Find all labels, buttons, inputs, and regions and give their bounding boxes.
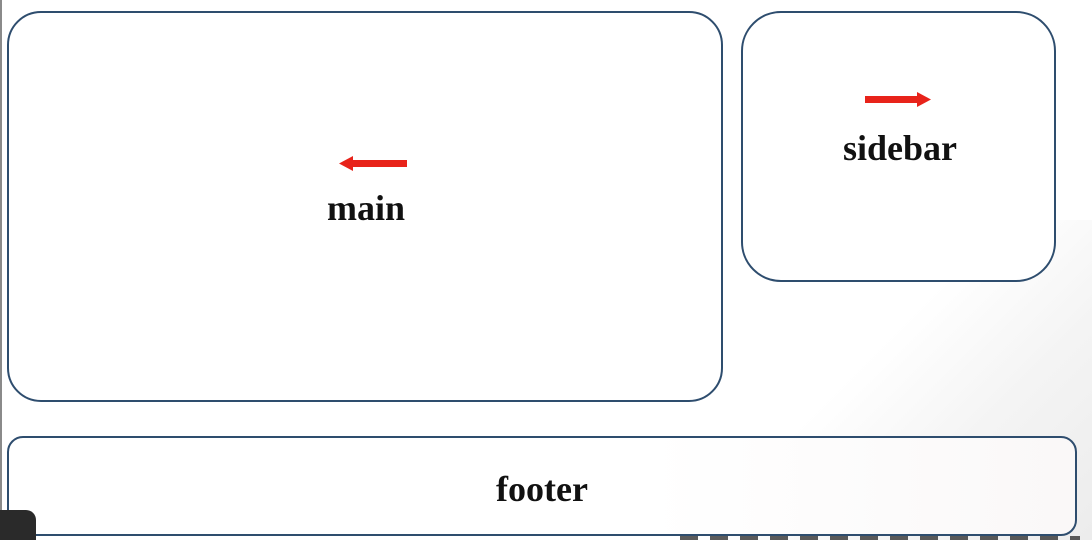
window-left-edge	[0, 0, 2, 540]
arrow-left-icon	[339, 156, 407, 171]
footer-label: footer	[496, 469, 588, 509]
sidebar-region: sidebar	[741, 11, 1056, 282]
bottom-overlay-strip	[680, 536, 1080, 540]
main-region: main	[7, 11, 723, 402]
arrow-right-icon	[865, 92, 931, 107]
sidebar-label: sidebar	[842, 128, 958, 168]
footer-region: footer	[7, 436, 1077, 536]
corner-overlay	[0, 510, 36, 540]
main-label: main	[326, 188, 406, 228]
